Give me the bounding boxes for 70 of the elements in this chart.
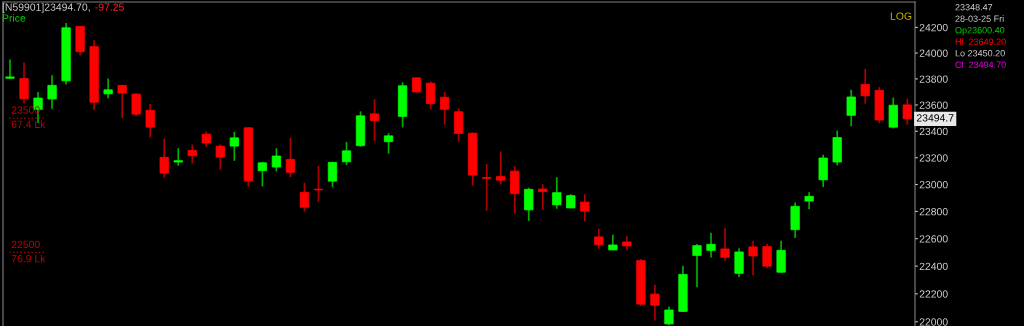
candlestick xyxy=(271,147,282,173)
y-tick-label: 22000 xyxy=(919,318,948,326)
annotation: -97.25 xyxy=(95,3,124,11)
text: Cl 23494.70 xyxy=(955,61,1006,68)
y-tick-label: 23800 xyxy=(919,75,948,83)
candlestick xyxy=(257,161,267,188)
candlestick xyxy=(131,92,141,117)
candlestick xyxy=(482,163,492,212)
annotation: Price xyxy=(2,14,26,22)
candlestick xyxy=(299,181,310,213)
y-tick-label: 22400 xyxy=(919,262,948,271)
y-tick-label: 24200 xyxy=(919,23,948,32)
candlestick xyxy=(215,143,225,171)
candlestick xyxy=(173,147,183,167)
y-tick-label: 22800 xyxy=(919,207,948,216)
candlestick xyxy=(313,164,324,203)
candlestick xyxy=(538,183,548,211)
candlestick xyxy=(47,74,57,110)
candlestick xyxy=(383,132,394,155)
y-tick-label: 23000 xyxy=(919,181,948,189)
candlestick xyxy=(425,80,436,111)
candlestick xyxy=(888,96,898,130)
candlestick xyxy=(327,160,338,188)
candlestick xyxy=(117,83,127,119)
candlestick xyxy=(496,150,506,186)
text: 23494.7 xyxy=(916,114,954,122)
candlestick xyxy=(580,193,590,223)
candlestick xyxy=(159,137,169,179)
candlestick xyxy=(734,247,744,278)
candlestick xyxy=(762,243,772,270)
candlestick xyxy=(454,107,464,143)
y-tick-label: 24000 xyxy=(919,49,948,57)
y-tick-label: 23400 xyxy=(919,127,948,136)
candlestick xyxy=(510,165,520,215)
ref-line-label: 22500 76.9 Lk xyxy=(11,240,46,263)
candlestick xyxy=(440,91,450,126)
candlestick xyxy=(790,201,800,239)
y-tick-label: 23600 xyxy=(919,101,948,109)
candlestick xyxy=(103,77,113,100)
text: Op23600.40 xyxy=(955,27,1005,36)
y-tick-label: 23200 xyxy=(919,154,948,162)
candlestick xyxy=(748,240,758,277)
candlestick xyxy=(594,227,604,250)
y-tick-label: 22600 xyxy=(919,235,948,243)
candlestick xyxy=(524,186,534,222)
candlestick xyxy=(369,98,380,142)
candlestick xyxy=(552,176,562,210)
candlestick xyxy=(860,68,870,105)
candlestick xyxy=(229,130,239,162)
y-tick-label: 22200 xyxy=(919,290,948,298)
text: Hi 23649.20 xyxy=(955,38,1006,45)
annotation: LOG xyxy=(890,12,912,20)
candlestick xyxy=(5,58,15,80)
candlestick xyxy=(650,283,660,322)
candlestick xyxy=(285,137,296,178)
candlestick xyxy=(846,88,856,128)
candlestick xyxy=(720,226,730,262)
text: 23348.47 xyxy=(955,4,993,11)
candlestick xyxy=(187,143,197,165)
annotation: [N59901]23494.70, xyxy=(2,3,90,13)
candlestick xyxy=(692,243,702,288)
candlestick xyxy=(706,231,716,259)
text: 28-03-25 Fri xyxy=(955,15,1004,22)
candlestick xyxy=(818,153,828,188)
text: Lo 23450.20 xyxy=(955,50,1005,57)
candlestick xyxy=(776,240,786,274)
candlestick xyxy=(145,103,155,139)
candlestick xyxy=(19,61,29,105)
candlestick xyxy=(902,97,912,126)
candlestick xyxy=(341,140,352,166)
